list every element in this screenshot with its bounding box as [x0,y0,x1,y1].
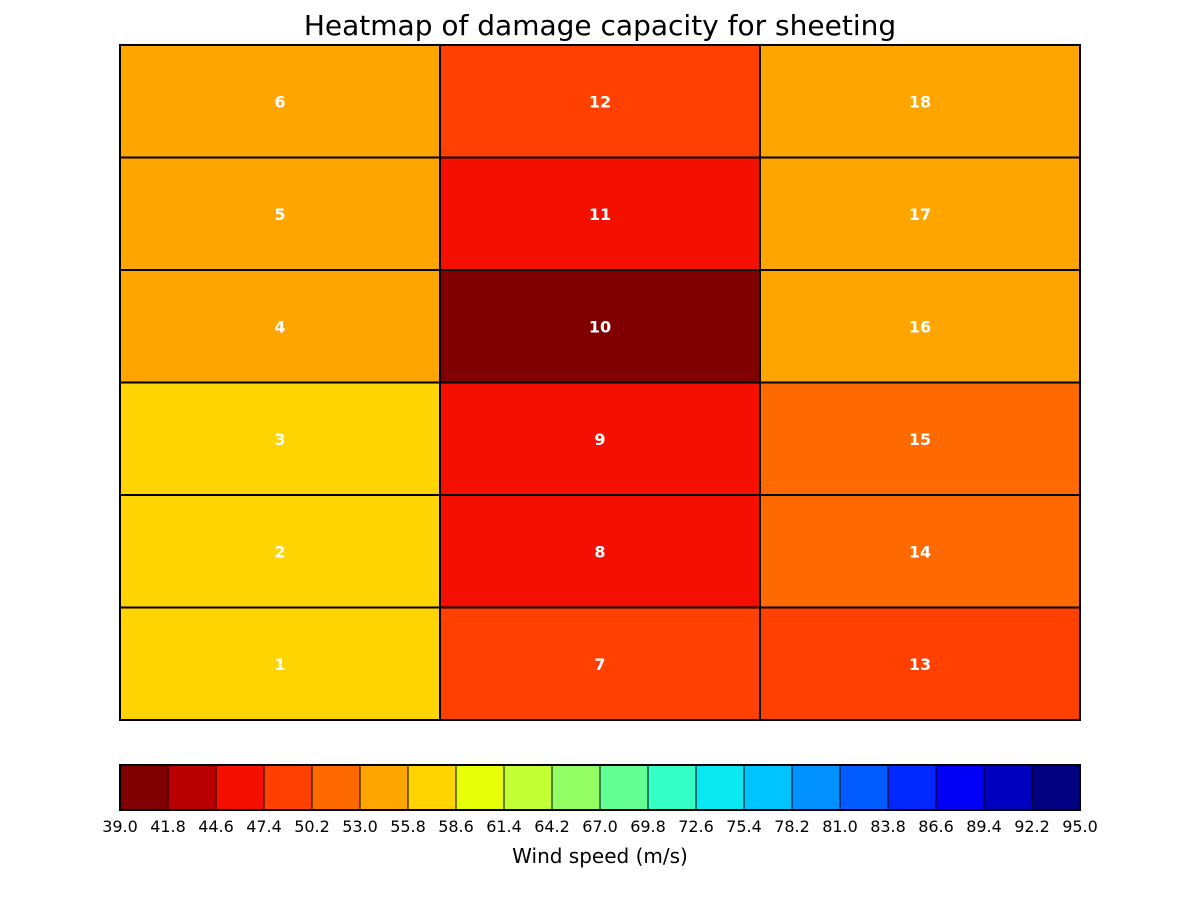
heatmap-cell-10 [439,269,761,384]
colorbar-swatch [456,765,505,810]
colorbar-swatch [936,765,985,810]
heatmap-cell-12 [439,44,761,159]
heatmap-cell-label: 9 [594,430,605,449]
heatmap-cell-4 [119,269,441,384]
colorbar-swatch [408,765,457,810]
heatmap-cell-label: 6 [274,92,285,111]
colorbar-tick-label: 78.2 [774,817,810,836]
heatmap-cell-6 [119,44,441,159]
heatmap-cell-label: 17 [909,205,931,224]
heatmap-cell-7 [439,606,761,721]
colorbar-tick-label: 67.0 [582,817,618,836]
colorbar-swatch [792,765,841,810]
colorbar-tick-label: 50.2 [294,817,330,836]
colorbar-swatch [744,765,793,810]
colorbar-swatch [888,765,937,810]
colorbar-tick-label: 81.0 [822,817,858,836]
colorbar-swatch [360,765,409,810]
colorbar-swatch [600,765,649,810]
colorbar-tick-label: 86.6 [918,817,954,836]
heatmap-cell-5 [119,156,441,271]
colorbar-swatch [504,765,553,810]
colorbar-tick-label: 41.8 [150,817,186,836]
colorbar-tick-label: 53.0 [342,817,378,836]
heatmap-cell-label: 16 [909,317,931,336]
heatmap-cell-label: 12 [589,92,611,111]
colorbar-tick-label: 89.4 [966,817,1002,836]
heatmap-cell-label: 8 [594,542,605,561]
heatmap-cell-18 [759,44,1081,159]
heatmap-cell-label: 5 [274,205,285,224]
heatmap-cell-label: 4 [274,317,285,336]
colorbar-swatch [168,765,217,810]
colorbar-tick-label: 61.4 [486,817,522,836]
heatmap-cell-label: 7 [594,655,605,674]
colorbar-tick-label: 72.6 [678,817,714,836]
heatmap-cell-label: 3 [274,430,285,449]
colorbar-swatch [216,765,265,810]
colorbar-tick-label: 58.6 [438,817,474,836]
colorbar-swatch [552,765,601,810]
colorbar-tick-label: 47.4 [246,817,282,836]
heatmap-cell-label: 2 [274,542,285,561]
heatmap-cell-label: 11 [589,205,611,224]
colorbar-tick-label: 69.8 [630,817,666,836]
heatmap-cell-13 [759,606,1081,721]
colorbar-tick-label: 92.2 [1014,817,1050,836]
colorbar: 39.0 41.8 44.6 47.4 50.2 53.0 55.8 58.6 61.4 64.2… [102,764,1098,836]
heatmap-cell-16 [759,269,1081,384]
heatmap-cell-label: 10 [589,317,611,336]
heatmap-cell-label: 14 [909,542,931,561]
heatmap-cell-8 [439,494,761,609]
heatmap-cell-label: 15 [909,430,931,449]
heatmap-cell-9 [439,381,761,496]
heatmap-cell-1 [119,606,441,721]
colorbar-swatch [1032,765,1081,810]
colorbar-swatch [312,765,361,810]
heatmap-cell-15 [759,381,1081,496]
colorbar-tick-label: 83.8 [870,817,906,836]
colorbar-tick-label: 95.0 [1062,817,1098,836]
heatmap-cell-label: 18 [909,92,931,111]
heatmap-cell-17 [759,156,1081,271]
colorbar-tick-label: 44.6 [198,817,234,836]
colorbar-tick-label: 64.2 [534,817,570,836]
colorbar-tick-label: 39.0 [102,817,138,836]
colorbar-swatch [840,765,889,810]
colorbar-swatch [264,765,313,810]
chart-title: Heatmap of damage capacity for sheeting [304,9,896,42]
colorbar-tick-label: 75.4 [726,817,762,836]
colorbar-label: Wind speed (m/s) [512,844,688,868]
colorbar-tick-label: 55.8 [390,817,426,836]
colorbar-swatch [696,765,745,810]
colorbar-swatch [648,765,697,810]
colorbar-swatch [120,765,169,810]
heatmap-cell-label: 13 [909,655,931,674]
colorbar-swatch [984,765,1033,810]
heatmap-cell-label: 1 [274,655,285,674]
heatmap-cell-2 [119,494,441,609]
